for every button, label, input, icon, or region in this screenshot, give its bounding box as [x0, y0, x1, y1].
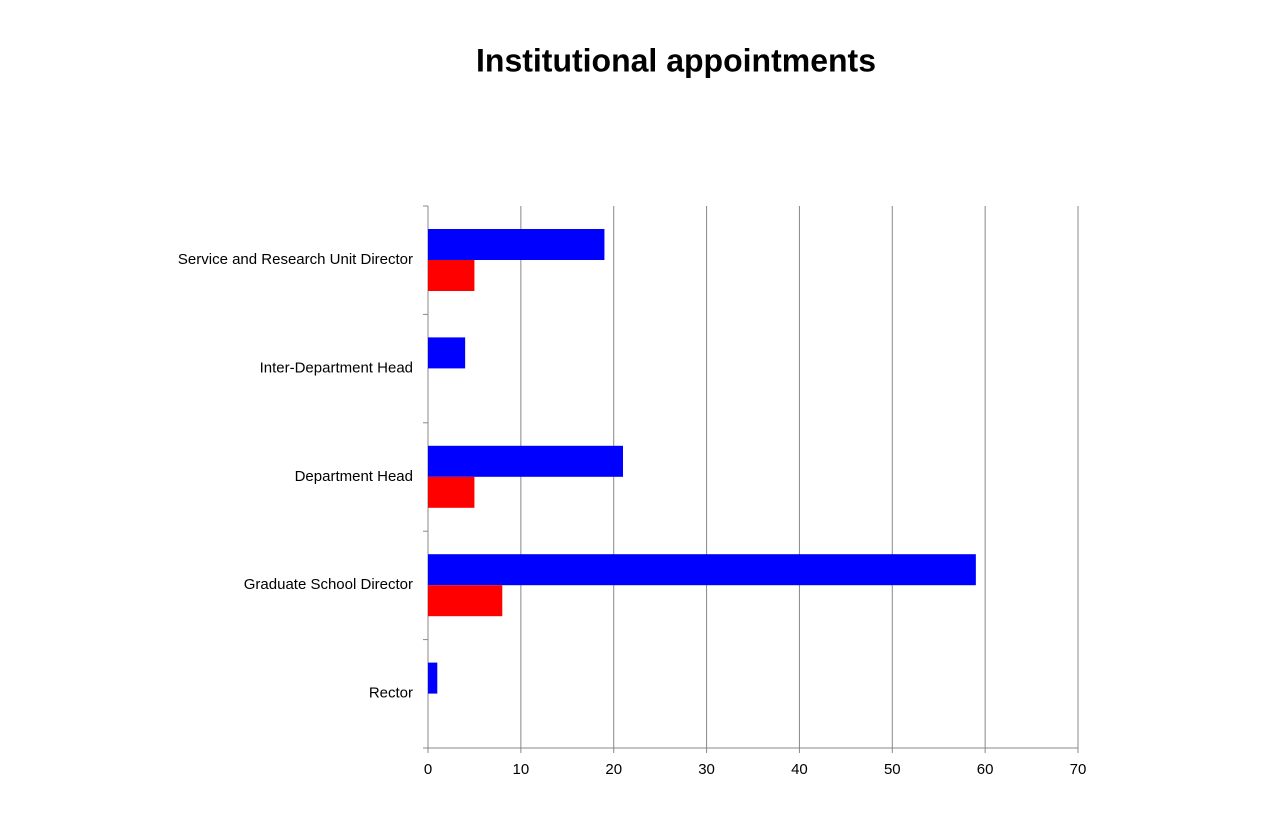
y-tick-label: Graduate School Director	[244, 576, 413, 593]
x-tick-label: 30	[698, 761, 715, 778]
y-tick-label: Inter-Department Head	[260, 359, 413, 376]
x-tick-label: 50	[884, 761, 901, 778]
bar	[428, 337, 466, 369]
chart-title: Institutional appointments	[476, 42, 876, 78]
bar	[428, 445, 623, 477]
x-tick-label: 0	[424, 761, 432, 778]
x-tick-label: 60	[977, 761, 994, 778]
x-tick-label: 10	[513, 761, 530, 778]
bar	[428, 662, 438, 694]
bar	[428, 260, 475, 291]
y-tick-label: Service and Research Unit Director	[178, 251, 413, 268]
y-tick-label: Department Head	[295, 468, 413, 485]
bar	[428, 476, 475, 508]
bar	[428, 554, 976, 586]
x-tick-label: 20	[605, 761, 622, 778]
y-tick-label: Rector	[369, 685, 413, 702]
x-tick-label: 40	[791, 761, 808, 778]
bar	[428, 585, 503, 617]
bar	[428, 229, 605, 260]
x-tick-label: 70	[1070, 761, 1087, 778]
